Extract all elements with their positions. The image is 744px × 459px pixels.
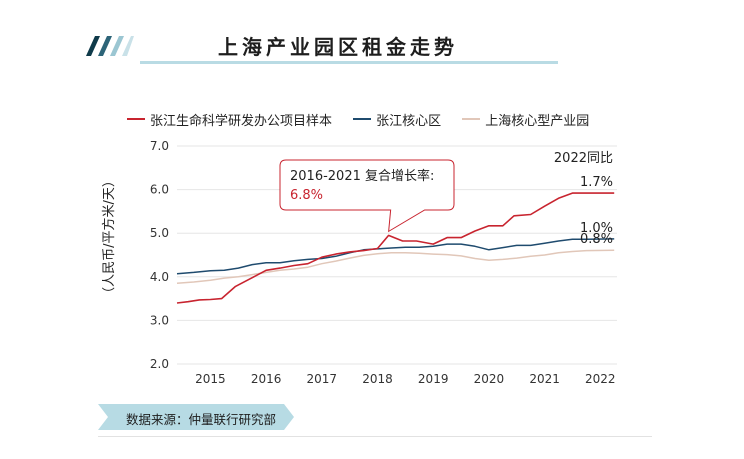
x-tick-label: 2022 — [585, 372, 616, 386]
series-line-1 — [176, 238, 615, 275]
yoy-label: 0.8% — [580, 232, 613, 247]
callout-value: 6.8% — [290, 188, 323, 203]
series-line-2 — [176, 249, 615, 285]
yoy-label: 1.7% — [580, 175, 613, 190]
header: 上海产业园区租金走势 — [0, 0, 744, 70]
x-tick-label: 2021 — [529, 372, 560, 386]
title-stripes-icon — [86, 36, 134, 56]
title-rule — [140, 61, 558, 64]
legend-swatch — [462, 118, 481, 120]
x-tick-label: 2015 — [195, 372, 226, 386]
callout-text: 2016-2021 复合增长率: — [290, 168, 434, 184]
yoy-header: 2022同比 — [554, 151, 613, 166]
source-note: 数据来源：仲量联行研究部 — [126, 412, 277, 427]
bottom-rule — [98, 436, 652, 437]
y-tick-label: 7.0 — [150, 139, 169, 153]
legend-label: 张江核心区 — [376, 113, 442, 129]
x-tick-label: 2016 — [251, 372, 282, 386]
legend-swatch — [127, 118, 145, 120]
callout-box — [279, 159, 455, 233]
y-tick-label: 3.0 — [150, 313, 169, 327]
x-tick-label: 2017 — [307, 372, 338, 386]
legend-label: 上海核心型产业园 — [485, 113, 590, 129]
legend-swatch — [353, 118, 372, 120]
legend-item-sh-core-park: 上海核心型产业园 — [462, 110, 589, 129]
series-line-0 — [176, 192, 615, 304]
chart-legend: 张江生命科学研发办公项目样本 张江核心区 上海核心型产业园 — [127, 105, 605, 129]
legend-item-zj-core: 张江核心区 — [353, 110, 441, 129]
y-tick-label: 6.0 — [150, 183, 169, 197]
x-tick-label: 2019 — [418, 372, 449, 386]
x-tick-label: 2018 — [362, 372, 393, 386]
legend-label: 张江生命科学研发办公项目样本 — [150, 113, 333, 129]
source-ribbon — [98, 404, 294, 430]
legend-item-zj-lifesci: 张江生命科学研发办公项目样本 — [127, 110, 332, 129]
y-tick-label: 4.0 — [150, 270, 169, 284]
x-tick-label: 2020 — [474, 372, 505, 386]
y-tick-label: 2.0 — [150, 357, 169, 371]
y-tick-label: 5.0 — [150, 226, 169, 240]
page-title: 上海产业园区租金走势 — [218, 35, 458, 59]
yoy-label: 1.0% — [580, 221, 613, 236]
